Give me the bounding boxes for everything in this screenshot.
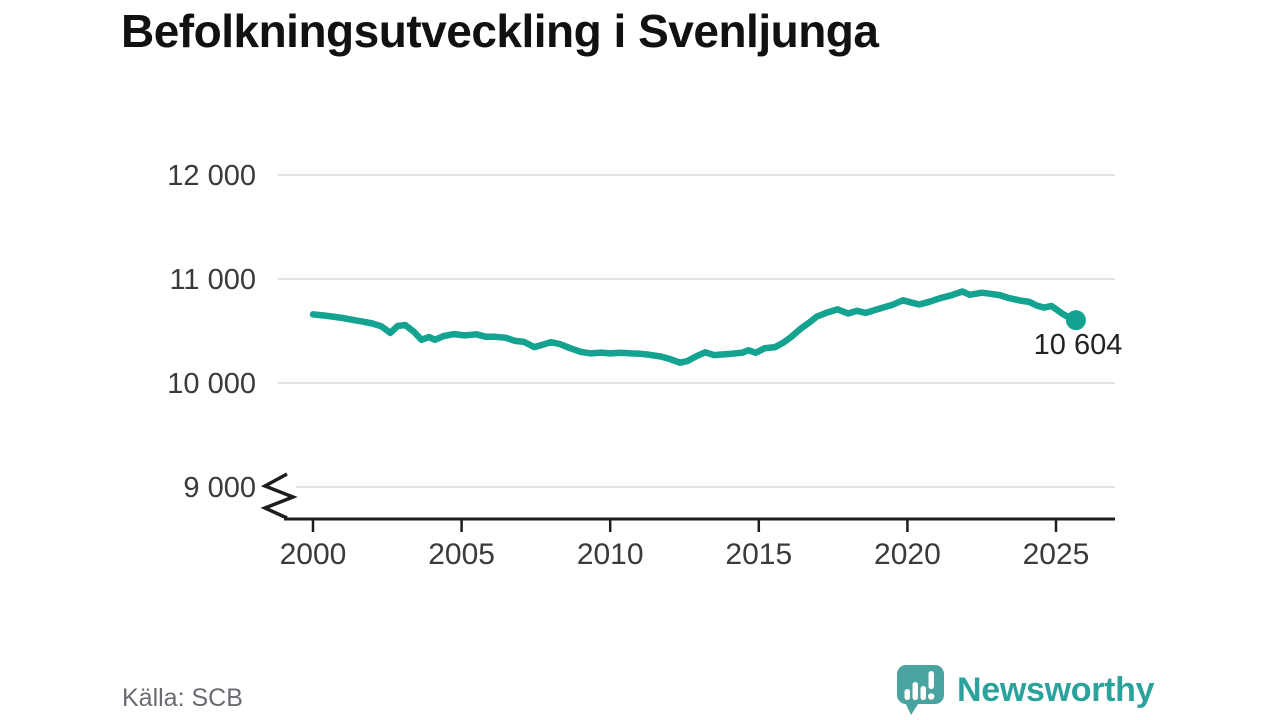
x-axis-tick-label: 2025 (1023, 538, 1090, 571)
source-caption: Källa: SCB (122, 684, 243, 712)
newsworthy-logo-icon (897, 665, 944, 715)
x-axis-tick-label: 2000 (280, 538, 347, 571)
y-axis-tick-label: 11 000 (169, 264, 256, 296)
x-axis-tick-label: 2020 (874, 538, 941, 571)
axis-break-icon (260, 472, 298, 520)
x-axis-tick-label: 2010 (577, 538, 644, 571)
chart-title: Befolkningsutveckling i Svenljunga (121, 5, 879, 57)
end-point-dot (1065, 310, 1086, 331)
x-axis-tick-label: 2015 (725, 538, 792, 571)
latest-value-label: 10 604 (1033, 329, 1123, 361)
x-axis-tick-label: 2005 (428, 538, 495, 571)
y-axis-tick-label: 12 000 (167, 160, 256, 192)
newsworthy-wordmark: Newsworthy (957, 670, 1155, 709)
population-line (309, 288, 1080, 366)
y-axis-tick-label: 10 000 (167, 368, 256, 400)
y-axis-tick-label: 9 000 (183, 472, 256, 504)
newsworthy-branding: Newsworthy (895, 662, 1155, 718)
